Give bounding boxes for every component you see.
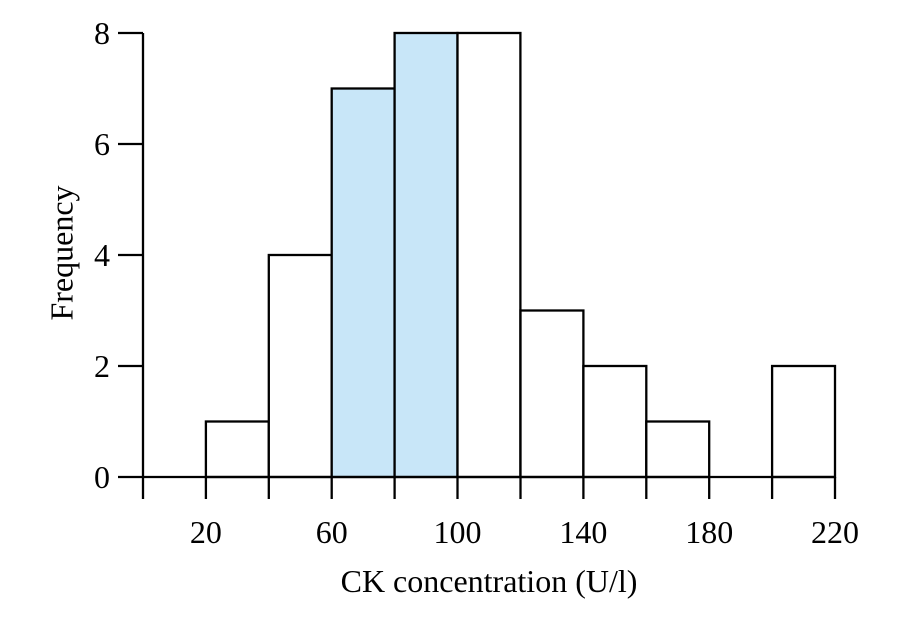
x-tick-label: 220: [811, 514, 859, 550]
y-tick-label: 6: [94, 126, 110, 162]
histogram-bar-160-180: [645, 420, 711, 479]
x-tick-label: 20: [190, 514, 222, 550]
histogram-bar-80-100: [393, 31, 459, 479]
y-tick-label: 8: [94, 15, 110, 51]
histogram-bar-100-120: [456, 31, 522, 479]
histogram-bar-200-220: [770, 364, 837, 479]
histogram-bar-20-40: [204, 420, 270, 479]
x-tick-label: 180: [685, 514, 733, 550]
x-tick-label: 140: [559, 514, 607, 550]
histogram-bar-140-160: [582, 364, 648, 479]
x-axis-title: CK concentration (U/l): [340, 563, 638, 599]
y-axis-title: Frequency: [43, 185, 80, 321]
x-tick-label: 100: [434, 514, 482, 550]
histogram-bar-120-140: [519, 309, 585, 479]
y-tick-label: 4: [94, 237, 110, 273]
histogram-bar-40-60: [267, 253, 333, 479]
y-tick-label: 2: [94, 348, 110, 384]
x-tick-label: 60: [316, 514, 348, 550]
histogram-bar-60-80: [330, 87, 396, 479]
y-tick-label: 0: [94, 459, 110, 495]
